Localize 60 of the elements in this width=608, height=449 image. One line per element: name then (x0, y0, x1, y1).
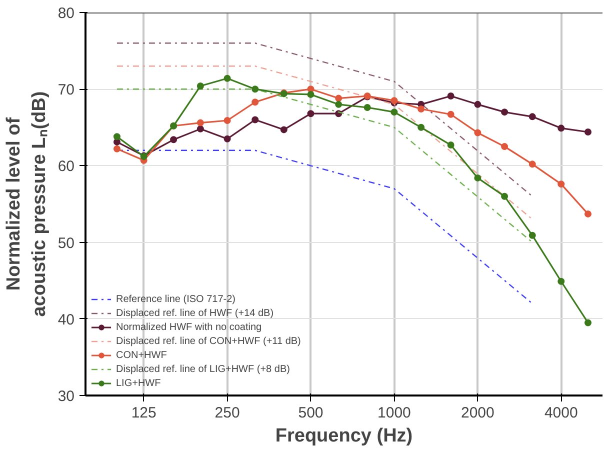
point (474, 100, 482, 108)
legend-label: CON+HWF (116, 349, 167, 361)
x-tick-label: 250 (214, 404, 240, 422)
point (224, 117, 231, 124)
point (280, 126, 288, 134)
point (196, 82, 204, 90)
point (584, 319, 592, 326)
point (252, 86, 259, 93)
y-axis-title: Normalized level of acoustic pressure Lₙ(dB) (4, 91, 50, 317)
point (584, 210, 592, 218)
point (307, 90, 314, 98)
point (558, 278, 565, 285)
point (196, 125, 204, 132)
y-tick-label: 40 (58, 311, 75, 328)
legend-label: Normalized HWF with no coating (116, 321, 262, 333)
point (584, 128, 592, 136)
point (447, 92, 454, 100)
x-tick-label: 125 (131, 404, 156, 422)
point (390, 108, 398, 116)
y-tick-label: 80 (58, 5, 75, 22)
legend-label: LIG+HWF (116, 377, 161, 389)
x-tick-label: 1000 (378, 404, 411, 422)
x-tick-label: 500 (298, 404, 324, 422)
x-tick-label: 2000 (460, 404, 494, 422)
point (558, 180, 565, 188)
point (501, 108, 508, 116)
legend-label: Reference line (ISO 717-2) (116, 293, 236, 305)
point (224, 135, 231, 142)
legend-label: Displaced ref. line of LIG+HWF (+8 dB) (116, 363, 290, 375)
point (447, 142, 454, 149)
y-tick-label: 60 (58, 158, 75, 176)
y-tick-label: 50 (58, 234, 75, 252)
point (113, 145, 120, 152)
point (224, 74, 231, 82)
legend-label: Displaced ref. line of CON+HWF (+11 dB) (116, 335, 301, 347)
point (307, 110, 314, 118)
point (474, 129, 482, 136)
point (335, 94, 342, 102)
point (418, 106, 425, 113)
x-axis-title: Frequency (Hz) (275, 426, 413, 446)
point (528, 113, 536, 120)
point (252, 98, 259, 106)
y-tick-label: 30 (58, 388, 75, 405)
point (558, 124, 565, 132)
point (252, 116, 259, 124)
point (418, 124, 425, 131)
point (447, 110, 454, 118)
x-tick-label: 4000 (544, 404, 578, 422)
point (196, 119, 204, 126)
legend-label: Displaced ref. line of HWF (+14 dB) (116, 307, 274, 319)
point (528, 232, 536, 239)
point (501, 143, 508, 150)
point (364, 104, 371, 111)
point (474, 174, 482, 182)
point (335, 100, 342, 108)
y-tick-label: 70 (58, 82, 75, 99)
point (501, 192, 508, 200)
point (170, 136, 178, 144)
point (113, 133, 120, 140)
point (528, 160, 536, 168)
